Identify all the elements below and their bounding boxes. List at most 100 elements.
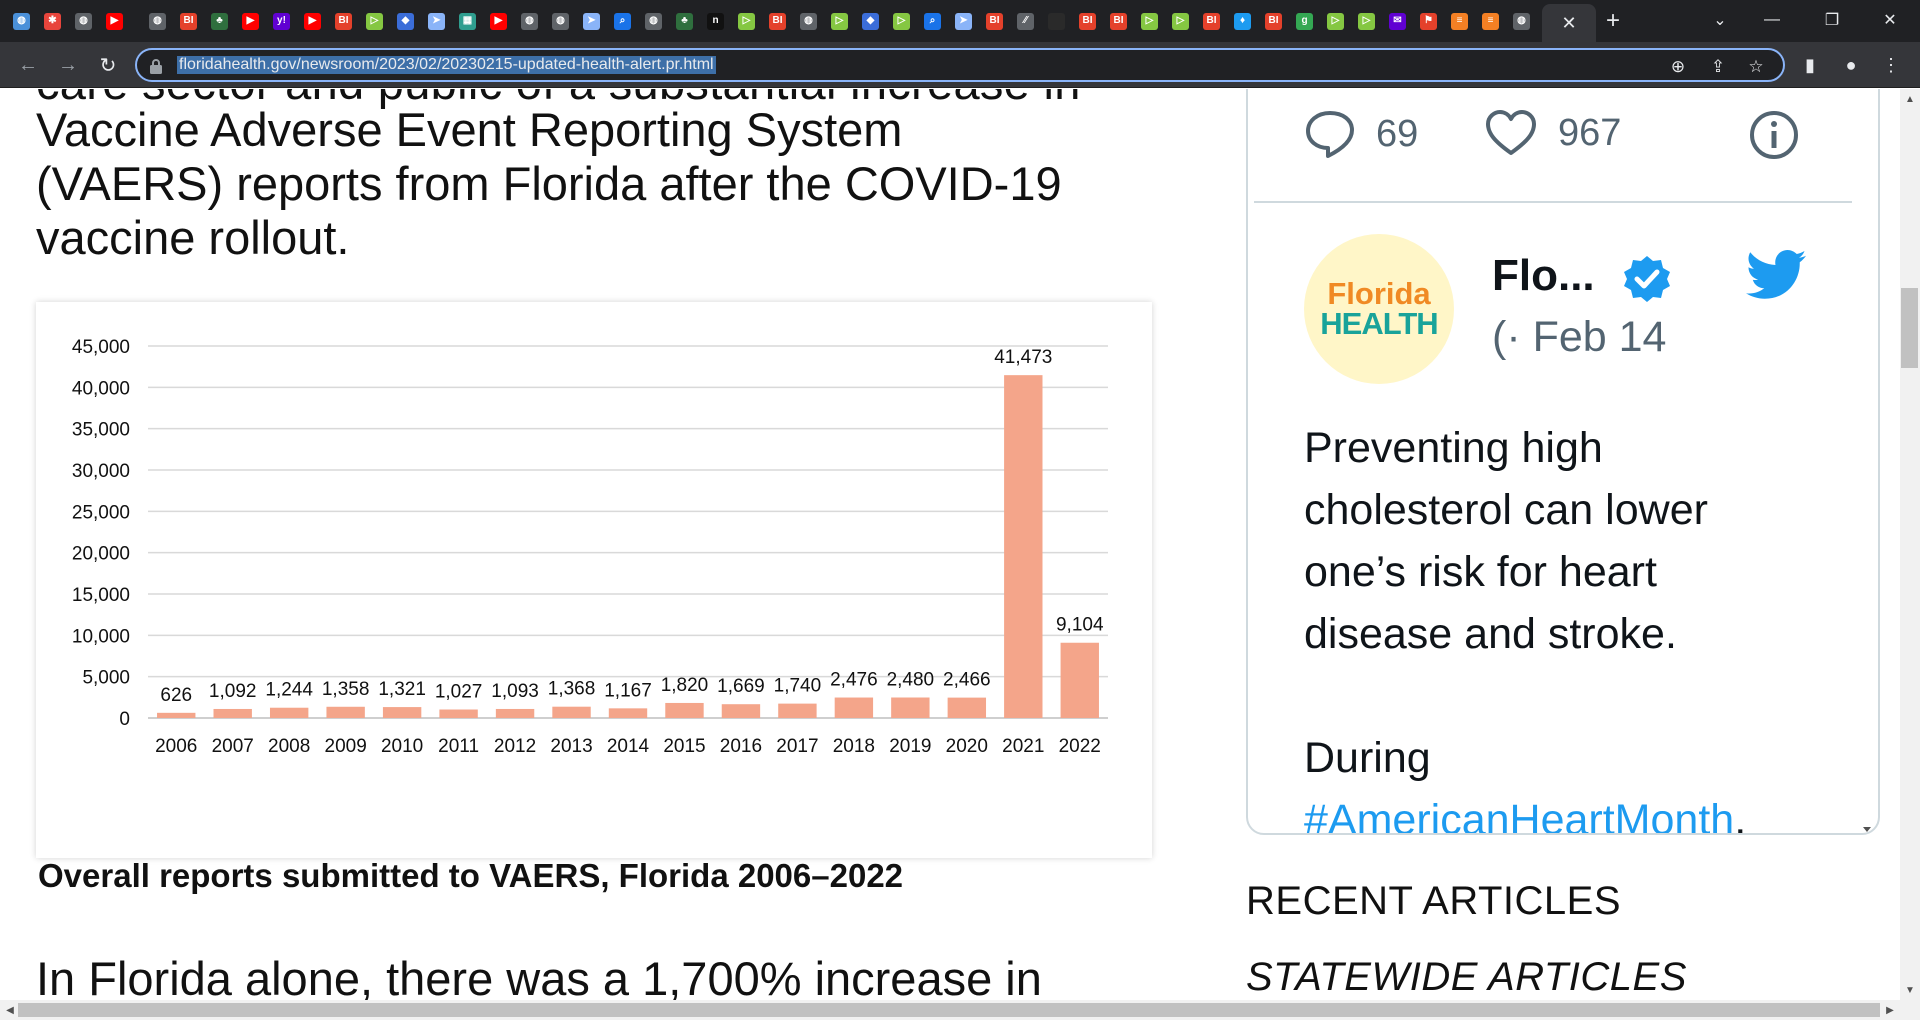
- reply-icon[interactable]: [1304, 109, 1356, 159]
- browser-tab[interactable]: ◍: [68, 8, 99, 34]
- browser-tab[interactable]: ▷: [1320, 8, 1351, 34]
- globe-icon: ◍: [75, 12, 92, 30]
- browser-tab[interactable]: BI: [979, 8, 1010, 34]
- tweet-meta[interactable]: (· Feb 14: [1492, 313, 1667, 361]
- vertical-scroll-thumb[interactable]: [1901, 288, 1918, 368]
- browser-tab[interactable]: ▷: [1165, 8, 1196, 34]
- reload-icon[interactable]: ↻: [99, 54, 117, 77]
- scroll-right-icon[interactable]: ▶: [1886, 1004, 1894, 1016]
- browser-tab[interactable]: ♣: [204, 8, 235, 34]
- chart-bar: [1004, 375, 1043, 718]
- url-text[interactable]: floridahealth.gov/newsroom/2023/02/20230…: [177, 56, 716, 74]
- address-bar[interactable]: floridahealth.gov/newsroom/2023/02/20230…: [135, 48, 1785, 82]
- zoom-icon[interactable]: ⊕: [1670, 57, 1686, 76]
- active-tab[interactable]: ✕: [1542, 4, 1596, 42]
- browser-tab[interactable]: ▶: [235, 8, 266, 34]
- business-insider-icon: BI: [769, 12, 786, 30]
- close-tab-icon[interactable]: ✕: [1561, 12, 1577, 33]
- menu-icon[interactable]: ⋮: [1882, 54, 1900, 75]
- avatar[interactable]: Florida HEALTH: [1304, 234, 1454, 384]
- browser-tab[interactable]: ⌕: [917, 8, 948, 34]
- browser-tab[interactable]: ✱: [37, 8, 68, 34]
- browser-tab[interactable]: ≡: [1444, 8, 1475, 34]
- info-action[interactable]: [1748, 109, 1800, 161]
- hashtag-link[interactable]: #AmericanHeartMonth: [1304, 796, 1735, 835]
- browser-tab[interactable]: ✉: [1382, 8, 1413, 34]
- side-panel-icon[interactable]: ▮: [1805, 54, 1815, 75]
- browser-tab[interactable]: ▶: [483, 8, 514, 34]
- browser-tab[interactable]: ▷: [886, 8, 917, 34]
- browser-tab[interactable]: BI: [1258, 8, 1289, 34]
- forward-icon[interactable]: →: [58, 53, 78, 76]
- x-tick-label: 2012: [494, 736, 536, 757]
- chart-bar: [947, 697, 987, 718]
- browser-tab[interactable]: ▷: [1134, 8, 1165, 34]
- chart-bar: [721, 704, 761, 718]
- data-label: 1,244: [265, 680, 313, 701]
- browser-tab[interactable]: ◍: [142, 8, 173, 34]
- browser-tab[interactable]: ◍: [638, 8, 669, 34]
- info-icon[interactable]: [1748, 109, 1800, 161]
- scroll-left-icon[interactable]: ◀: [6, 1004, 14, 1016]
- browser-tab[interactable]: ⚑: [1413, 8, 1444, 34]
- twitter-bird-icon[interactable]: [1746, 249, 1806, 301]
- widget-scrollbar[interactable]: [1856, 91, 1878, 835]
- y-tick-label: 45,000: [72, 337, 130, 358]
- browser-tab[interactable]: ➤: [948, 8, 979, 34]
- browser-tab[interactable]: ▷: [824, 8, 855, 34]
- g-icon: g: [1296, 12, 1313, 30]
- browser-tab[interactable]: BI: [762, 8, 793, 34]
- lock-icon[interactable]: [149, 58, 163, 74]
- browser-tab[interactable]: BI: [1072, 8, 1103, 34]
- browser-tab[interactable]: ▦: [452, 8, 483, 34]
- browser-tab[interactable]: ◆: [855, 8, 886, 34]
- horizontal-scroll-thumb[interactable]: [18, 1003, 1880, 1017]
- tab-search-icon[interactable]: ⌄: [1713, 12, 1727, 29]
- scroll-down-icon[interactable]: ▼: [1905, 984, 1915, 996]
- close-window-icon[interactable]: ✕: [1883, 12, 1897, 29]
- browser-tab[interactable]: BI: [1103, 8, 1134, 34]
- browser-tab[interactable]: g: [1289, 8, 1320, 34]
- browser-tab[interactable]: ▶: [297, 8, 328, 34]
- heart-icon[interactable]: [1484, 109, 1538, 157]
- browser-tab[interactable]: BI: [173, 8, 204, 34]
- scroll-up-icon[interactable]: ▲: [1905, 93, 1915, 105]
- browser-tab[interactable]: ◍: [1506, 8, 1537, 34]
- browser-tab[interactable]: ⌕: [607, 8, 638, 34]
- browser-tab[interactable]: y!: [266, 8, 297, 34]
- browser-tab[interactable]: ≡: [1475, 8, 1506, 34]
- browser-tab[interactable]: ▷: [359, 8, 390, 34]
- browser-tab[interactable]: ➤: [421, 8, 452, 34]
- vertical-scrollbar[interactable]: [1900, 89, 1920, 1000]
- minimize-icon[interactable]: —: [1764, 11, 1780, 28]
- browser-tab[interactable]: n: [700, 8, 731, 34]
- reply-action[interactable]: 69: [1304, 109, 1418, 159]
- browser-tab[interactable]: ◆: [390, 8, 421, 34]
- browser-tab[interactable]: ♦: [1227, 8, 1258, 34]
- browser-tab[interactable]: ▷: [731, 8, 762, 34]
- profile-icon[interactable]: ●: [1845, 54, 1857, 75]
- browser-tab[interactable]: ◍: [545, 8, 576, 34]
- slash-icon: ⁄⁄: [1017, 12, 1034, 30]
- back-icon[interactable]: ←: [18, 53, 38, 76]
- youtube-icon: ▶: [304, 12, 321, 30]
- bookmark-star-icon[interactable]: ☆: [1748, 57, 1764, 76]
- browser-tab[interactable]: ◍: [6, 8, 37, 34]
- browser-tab[interactable]: ➤: [576, 8, 607, 34]
- share-icon[interactable]: ⇪: [1710, 57, 1726, 76]
- browser-tab[interactable]: [1041, 8, 1072, 34]
- restore-icon[interactable]: ❐: [1824, 12, 1840, 29]
- like-action[interactable]: 967: [1484, 109, 1621, 157]
- browser-tab[interactable]: BI: [1196, 8, 1227, 34]
- browser-tab[interactable]: ◍: [514, 8, 545, 34]
- data-label: 9,104: [1056, 615, 1104, 636]
- browser-tab[interactable]: BI: [328, 8, 359, 34]
- new-tab-button[interactable]: +: [1605, 7, 1620, 34]
- browser-tab[interactable]: ♣: [669, 8, 700, 34]
- browser-tab[interactable]: ▶: [99, 8, 130, 34]
- browser-tab[interactable]: ▷: [1351, 8, 1382, 34]
- statewide-articles-heading[interactable]: STATEWIDE ARTICLES: [1246, 955, 1687, 999]
- tweet-author-name[interactable]: Flo...: [1492, 251, 1595, 300]
- browser-tab[interactable]: ⁄⁄: [1010, 8, 1041, 34]
- browser-tab[interactable]: ◍: [793, 8, 824, 34]
